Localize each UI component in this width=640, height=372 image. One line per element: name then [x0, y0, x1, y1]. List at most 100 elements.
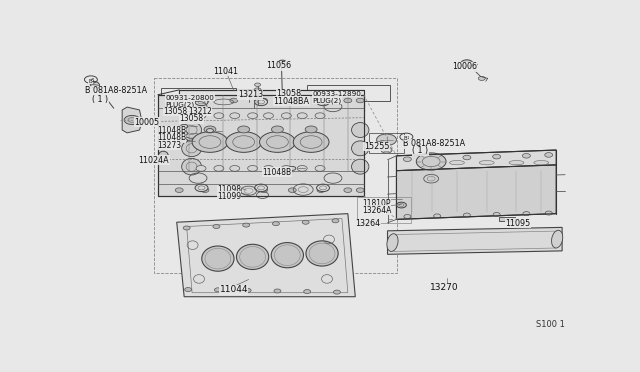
Circle shape: [493, 212, 500, 217]
Circle shape: [289, 166, 296, 170]
Circle shape: [305, 126, 317, 133]
Text: 13264A: 13264A: [362, 206, 391, 215]
Text: 11048BA: 11048BA: [273, 97, 310, 106]
Circle shape: [196, 166, 206, 171]
Circle shape: [493, 154, 500, 159]
Circle shape: [255, 98, 268, 106]
Circle shape: [333, 290, 340, 294]
Ellipse shape: [351, 122, 369, 137]
Circle shape: [180, 139, 188, 142]
Text: 11048B: 11048B: [157, 134, 186, 142]
Circle shape: [254, 88, 261, 92]
Bar: [499, 217, 515, 221]
Text: 00933-12890: 00933-12890: [312, 91, 361, 97]
Ellipse shape: [202, 246, 234, 271]
Circle shape: [344, 98, 352, 103]
Circle shape: [207, 129, 213, 132]
Text: 11810P: 11810P: [362, 199, 390, 208]
Text: 13213: 13213: [237, 90, 263, 99]
Text: B: B: [89, 78, 93, 83]
Text: 11095: 11095: [506, 219, 531, 228]
Text: 15255: 15255: [364, 142, 389, 151]
Bar: [369, 133, 404, 154]
Circle shape: [315, 166, 325, 171]
Ellipse shape: [182, 158, 202, 175]
Circle shape: [356, 188, 364, 192]
Circle shape: [344, 188, 352, 192]
Circle shape: [183, 226, 190, 230]
Polygon shape: [158, 95, 364, 196]
Circle shape: [244, 288, 251, 292]
Circle shape: [260, 98, 268, 103]
Text: 13212: 13212: [188, 107, 212, 116]
Circle shape: [237, 126, 250, 133]
Text: 11024A: 11024A: [138, 156, 169, 165]
Circle shape: [302, 220, 309, 224]
Text: 13058+A: 13058+A: [163, 107, 199, 116]
Circle shape: [297, 113, 307, 119]
Circle shape: [545, 153, 553, 157]
Circle shape: [304, 289, 310, 294]
Circle shape: [201, 98, 209, 103]
Text: PLUG(2): PLUG(2): [165, 101, 195, 108]
Circle shape: [523, 212, 530, 216]
Text: B: B: [404, 136, 408, 141]
Circle shape: [293, 132, 329, 153]
Circle shape: [297, 166, 307, 171]
Circle shape: [288, 98, 296, 103]
Circle shape: [356, 98, 364, 103]
Circle shape: [180, 124, 188, 128]
Circle shape: [434, 214, 440, 218]
Circle shape: [416, 153, 446, 170]
Circle shape: [264, 113, 273, 119]
Ellipse shape: [479, 160, 494, 165]
Ellipse shape: [306, 241, 338, 266]
Circle shape: [463, 155, 471, 160]
Circle shape: [243, 223, 250, 227]
Ellipse shape: [509, 160, 524, 165]
Ellipse shape: [90, 81, 99, 88]
Circle shape: [226, 132, 262, 153]
Circle shape: [213, 225, 220, 228]
Text: 13264: 13264: [355, 219, 380, 228]
Circle shape: [381, 147, 392, 153]
Text: B: B: [88, 79, 92, 84]
Text: 10006: 10006: [452, 62, 477, 71]
Text: 11048B: 11048B: [157, 126, 186, 135]
Circle shape: [404, 215, 411, 218]
Polygon shape: [177, 214, 355, 297]
Ellipse shape: [158, 151, 168, 160]
Circle shape: [274, 289, 281, 293]
Bar: [161, 89, 236, 103]
Text: 00931-20800: 00931-20800: [165, 95, 214, 101]
Text: B: B: [404, 136, 408, 141]
Polygon shape: [396, 150, 556, 171]
Circle shape: [185, 288, 191, 292]
Text: B 081A8-8251A: B 081A8-8251A: [85, 86, 147, 95]
Circle shape: [230, 98, 237, 103]
Circle shape: [180, 131, 188, 135]
Ellipse shape: [182, 140, 202, 157]
Ellipse shape: [552, 230, 563, 248]
Circle shape: [214, 166, 224, 171]
Circle shape: [282, 113, 291, 119]
Text: 11099: 11099: [217, 192, 241, 201]
Circle shape: [317, 98, 325, 103]
Polygon shape: [388, 227, 562, 254]
Circle shape: [204, 126, 216, 133]
Text: 11048B: 11048B: [262, 168, 292, 177]
Circle shape: [124, 115, 140, 125]
Circle shape: [288, 188, 296, 192]
Bar: [356, 197, 412, 223]
Circle shape: [403, 157, 412, 161]
Circle shape: [230, 166, 240, 171]
Circle shape: [522, 154, 531, 158]
Text: 11098: 11098: [217, 185, 241, 194]
Circle shape: [196, 113, 206, 119]
Text: 11041: 11041: [213, 67, 238, 76]
Circle shape: [317, 188, 325, 192]
Circle shape: [264, 166, 273, 171]
Polygon shape: [396, 165, 556, 219]
Text: 11044: 11044: [220, 285, 248, 294]
Circle shape: [255, 184, 268, 192]
